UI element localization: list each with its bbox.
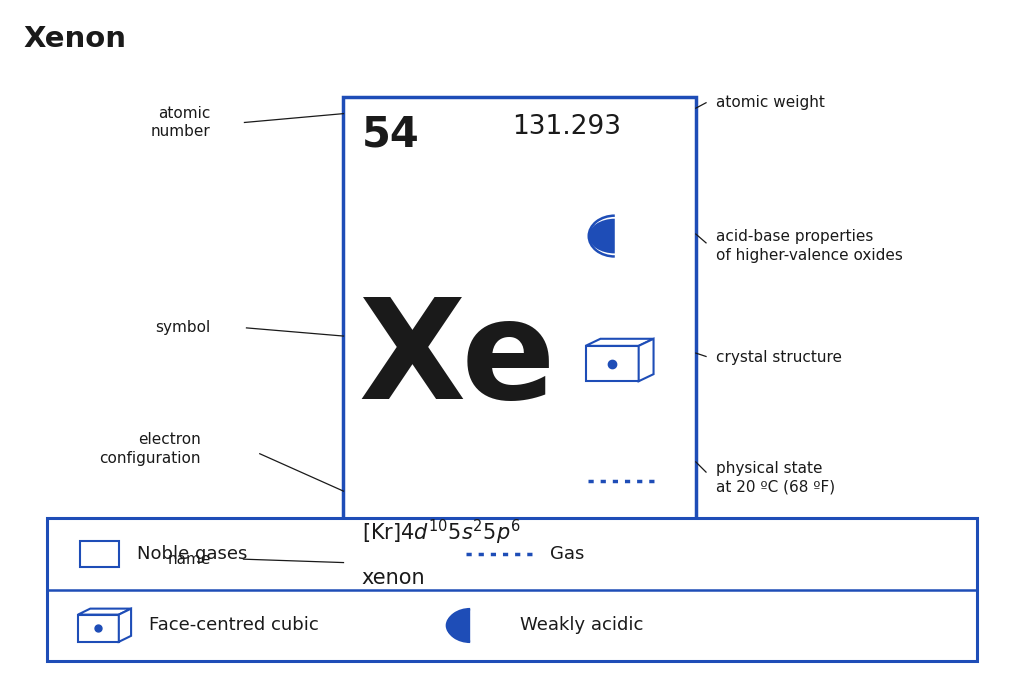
Polygon shape <box>639 339 653 381</box>
Text: Xe: Xe <box>358 292 556 428</box>
Bar <box>78 615 119 642</box>
Text: atomic
number: atomic number <box>151 106 211 139</box>
Polygon shape <box>78 609 131 615</box>
Text: Noble gases: Noble gases <box>137 545 248 563</box>
Text: physical state
at 20 ºC (68 ºF): physical state at 20 ºC (68 ºF) <box>716 461 836 494</box>
Text: 54: 54 <box>361 113 420 156</box>
Text: atomic weight: atomic weight <box>716 95 825 110</box>
Text: $\mathrm{[Kr]4}d^{10}\mathrm{5}s^{2}\mathrm{5}p^{6}$: $\mathrm{[Kr]4}d^{10}\mathrm{5}s^{2}\mat… <box>361 517 520 546</box>
Wedge shape <box>445 609 470 642</box>
Bar <box>343 96 696 603</box>
Text: 131.293: 131.293 <box>513 113 622 139</box>
Bar <box>80 541 119 567</box>
Wedge shape <box>589 219 614 253</box>
Bar <box>47 518 977 661</box>
Text: xenon: xenon <box>361 568 426 587</box>
Text: electron
configuration: electron configuration <box>99 432 201 466</box>
Text: Xenon: Xenon <box>24 25 127 53</box>
Text: crystal structure: crystal structure <box>716 350 843 365</box>
Text: acid-base properties
of higher-valence oxides: acid-base properties of higher-valence o… <box>716 229 903 263</box>
Text: Weakly acidic: Weakly acidic <box>520 617 644 635</box>
Text: Face-centred cubic: Face-centred cubic <box>150 617 319 635</box>
Polygon shape <box>586 339 653 346</box>
Bar <box>586 346 639 381</box>
Polygon shape <box>119 609 131 642</box>
Text: name: name <box>167 552 211 567</box>
Text: Gas: Gas <box>550 545 585 563</box>
Text: symbol: symbol <box>156 320 211 335</box>
